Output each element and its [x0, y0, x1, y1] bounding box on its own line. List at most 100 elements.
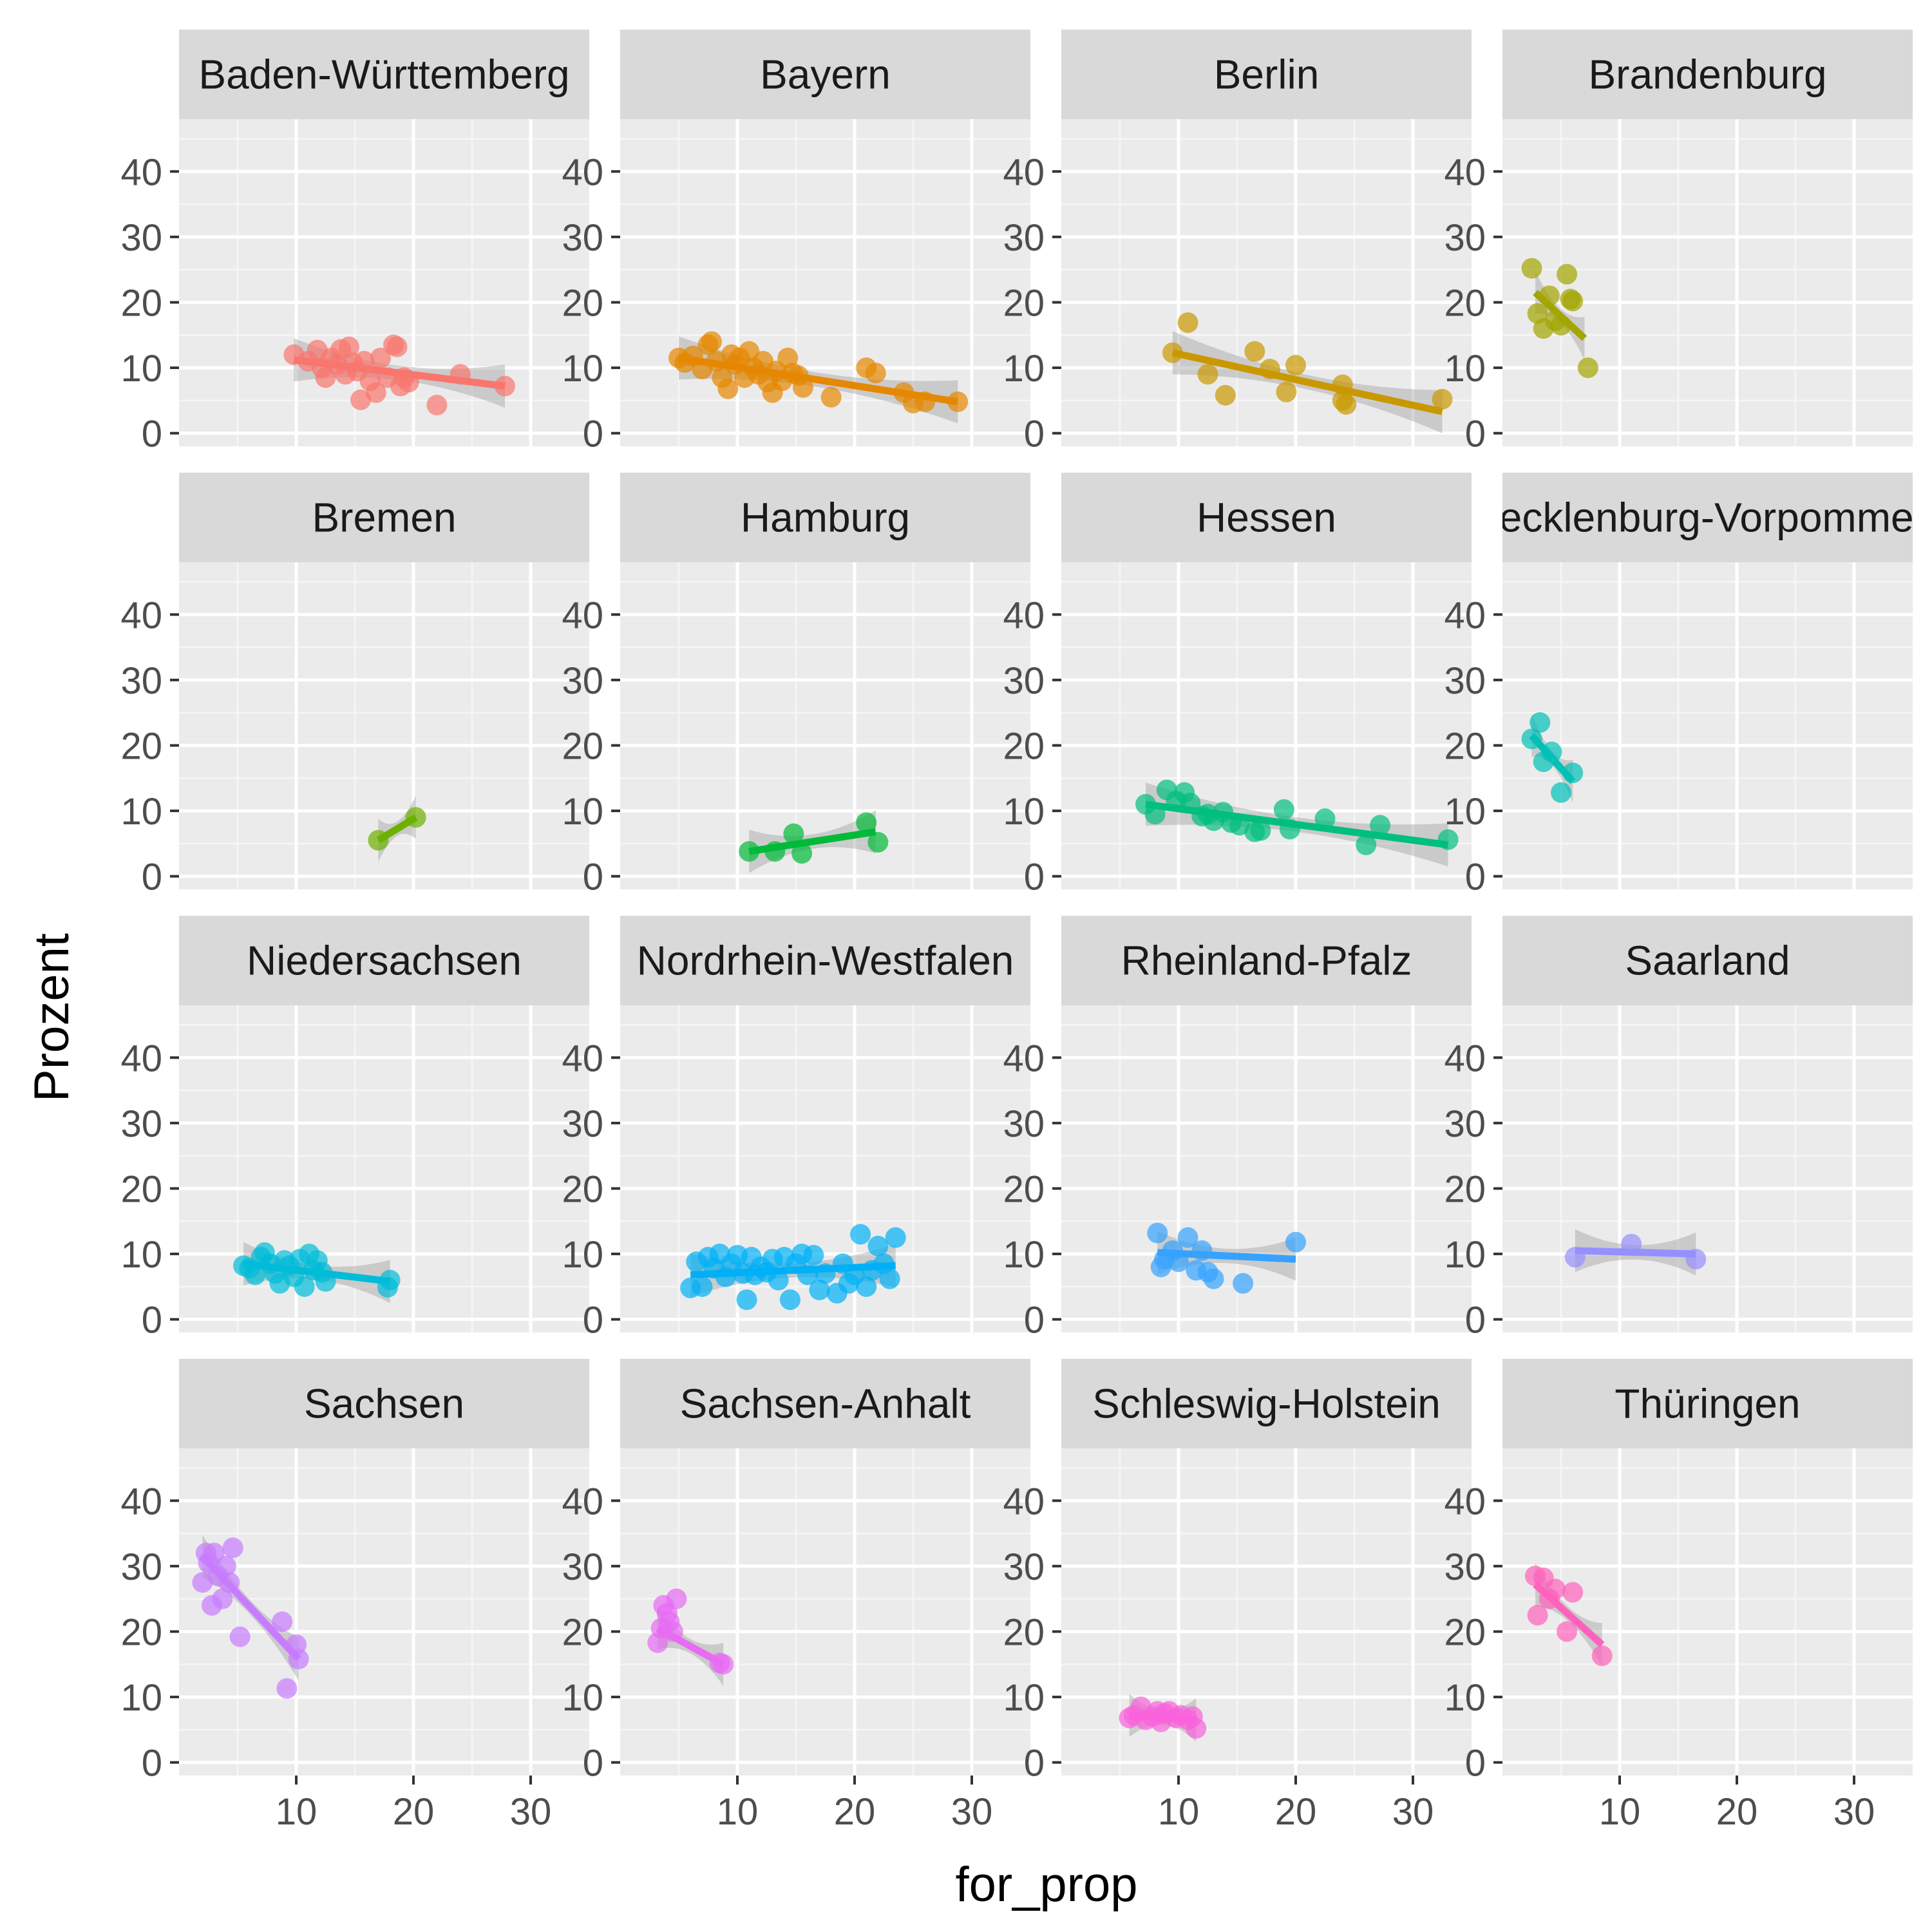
data-point [791, 843, 813, 864]
y-tick-label: 10 [1444, 1234, 1486, 1276]
data-point [1273, 799, 1294, 820]
y-tick-label: 30 [120, 660, 162, 702]
facet-panel: Rheinland-Pfalz 0 10 20 30 40 [1003, 916, 1472, 1341]
facet-strip-label: Schleswig-Holstein [1092, 1381, 1441, 1427]
y-tick-label: 10 [1444, 1677, 1486, 1719]
facet-strip [179, 1359, 589, 1448]
fit-line [1533, 1582, 1605, 1647]
data-point [1521, 258, 1542, 279]
facet-strip-label: Brandenburg [1588, 52, 1826, 98]
data-point [666, 1588, 687, 1609]
y-tick-label: 0 [1024, 857, 1045, 898]
y-tick-label: 0 [142, 1743, 162, 1785]
x-tick-label: 10 [276, 1791, 317, 1833]
facet-strip [179, 473, 589, 562]
y-tick-label: 40 [562, 1481, 603, 1522]
fit-line [656, 1625, 725, 1668]
data-point [245, 1264, 266, 1285]
data-point [736, 1289, 757, 1311]
y-tick-label: 0 [142, 413, 162, 455]
y-tick-label: 20 [1003, 1611, 1045, 1653]
data-point [1530, 712, 1551, 733]
data-point [1577, 357, 1598, 379]
y-tick-label: 40 [1003, 1037, 1045, 1079]
fit-line [748, 828, 876, 855]
y-tick-label: 0 [1024, 413, 1045, 455]
facet-strip [620, 473, 1030, 562]
y-tick-label: 10 [562, 791, 603, 833]
panel-background [1061, 1005, 1472, 1332]
y-tick-label: 30 [562, 217, 603, 259]
panel-background [620, 1448, 1030, 1776]
y-tick-label: 10 [1003, 1677, 1045, 1719]
y-tick-label: 30 [562, 1546, 603, 1588]
data-point [276, 1678, 298, 1699]
fit-line [1171, 349, 1443, 415]
y-tick-label: 30 [1003, 660, 1045, 702]
y-tick-label: 0 [1465, 1300, 1486, 1341]
y-axis-title: Prozent [24, 933, 79, 1102]
y-tick-label: 40 [562, 594, 603, 636]
facet-panel: Bremen 0 10 20 30 40 [120, 473, 589, 898]
y-tick-label: 30 [562, 660, 603, 702]
x-tick-label: 30 [951, 1791, 993, 1833]
y-tick-label: 30 [120, 1546, 162, 1588]
data-point [867, 831, 889, 853]
y-tick-label: 40 [1444, 594, 1486, 636]
data-point [1562, 1582, 1584, 1603]
fit-line [1575, 1247, 1696, 1258]
y-tick-label: 40 [1003, 1481, 1045, 1522]
data-point [1147, 1222, 1168, 1244]
y-tick-label: 40 [120, 151, 162, 193]
x-tick-label: 20 [393, 1791, 435, 1833]
data-point [1276, 381, 1297, 402]
panel-data [1162, 312, 1453, 433]
y-tick-label: 30 [1444, 660, 1486, 702]
fit-line [690, 1262, 896, 1279]
y-tick-label: 40 [1003, 594, 1045, 636]
y-tick-label: 20 [562, 1168, 603, 1210]
data-point [701, 331, 722, 352]
y-tick-label: 30 [1003, 217, 1045, 259]
y-tick-label: 20 [1444, 1611, 1486, 1653]
data-point [1177, 1227, 1198, 1248]
facet-strip [1061, 30, 1472, 119]
y-tick-label: 30 [1003, 1546, 1045, 1588]
panel-background [1502, 1005, 1913, 1332]
x-tick-label: 20 [1275, 1791, 1317, 1833]
y-tick-label: 20 [1444, 1168, 1486, 1210]
data-point [1285, 1231, 1306, 1253]
y-tick-label: 40 [562, 1037, 603, 1079]
y-tick-label: 40 [120, 594, 162, 636]
panel-data [1147, 1222, 1306, 1294]
data-point [365, 382, 386, 403]
panel-data [1564, 1229, 1707, 1276]
data-point [867, 1235, 889, 1256]
panel-background [179, 1448, 589, 1776]
panel-data [1524, 1562, 1613, 1667]
y-tick-label: 10 [120, 1234, 162, 1276]
data-point [1591, 1645, 1613, 1667]
y-tick-label: 0 [1024, 1743, 1045, 1785]
facet-panel: Baden-Württemberg 0 10 20 30 40 [120, 30, 589, 455]
facet-strip-label: Bayern [760, 52, 891, 98]
y-tick-label: 20 [1003, 725, 1045, 767]
data-point [1336, 393, 1357, 415]
fit-line [1157, 1249, 1296, 1263]
facet-panel: Niedersachsen 0 10 20 30 40 [120, 916, 589, 1341]
facet-strip [620, 1359, 1030, 1448]
x-tick-label: 30 [510, 1791, 552, 1833]
data-point [809, 1279, 830, 1300]
y-tick-label: 0 [1465, 857, 1486, 898]
y-tick-label: 10 [562, 1234, 603, 1276]
facet-panel: Bayern 0 10 20 30 40 [562, 30, 1030, 455]
facet-panel: Hessen 0 10 20 30 40 [1003, 473, 1472, 898]
data-point [1557, 1621, 1578, 1642]
data-point [1356, 834, 1377, 855]
y-tick-label: 20 [1444, 725, 1486, 767]
y-tick-label: 30 [1444, 217, 1486, 259]
panel-background [1061, 1448, 1472, 1776]
facet-panel: Sachsen-Anhalt 0 10 20 30 40 10 20 30 [562, 1359, 1030, 1833]
y-tick-label: 10 [562, 348, 603, 390]
x-axis-title: for_prop [955, 1857, 1137, 1912]
